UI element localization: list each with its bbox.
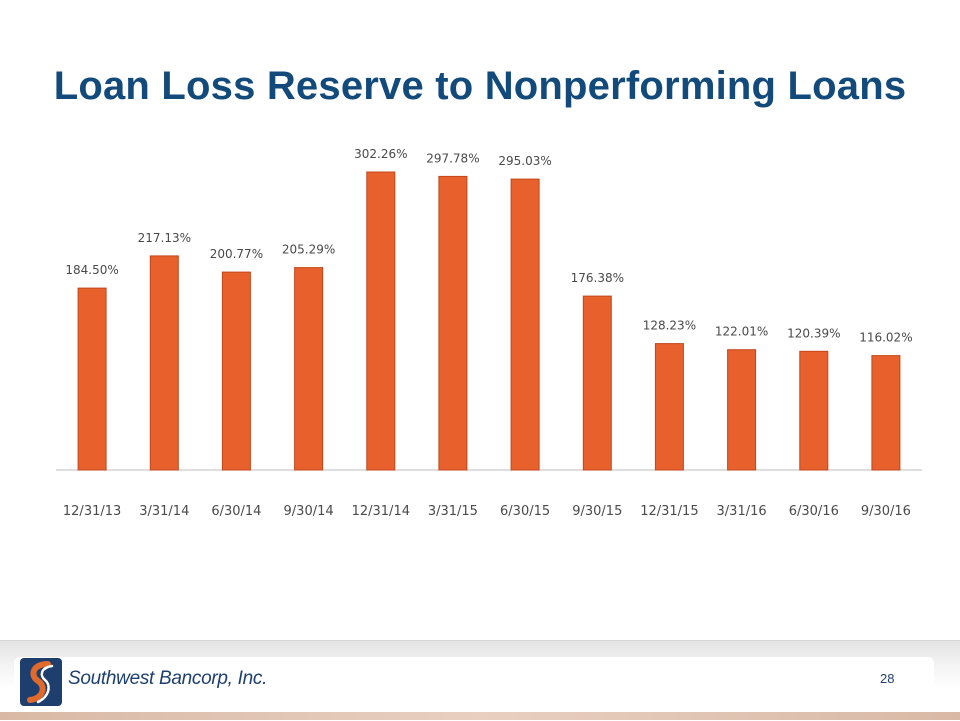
data-label: 184.50%: [65, 263, 118, 277]
data-label: 176.38%: [571, 271, 624, 285]
x-tick-label: 3/31/14: [139, 504, 189, 519]
data-label: 200.77%: [210, 247, 263, 261]
bar-3/31/16: [727, 349, 757, 471]
x-tick-label: 6/30/16: [789, 504, 839, 519]
x-tick-label: 6/30/15: [500, 504, 550, 519]
data-label: 217.13%: [138, 231, 191, 245]
bar-6/30/14: [221, 271, 251, 471]
company-logo-icon: [20, 658, 62, 706]
data-label: 297.78%: [426, 151, 479, 165]
bar-6/30/16: [799, 350, 829, 471]
bar-9/30/15: [582, 295, 612, 471]
bar-3/31/15: [438, 175, 468, 471]
bar-6/30/15: [510, 178, 540, 471]
data-label: 295.03%: [498, 154, 551, 168]
x-tick-label: 3/31/16: [717, 504, 767, 519]
x-tick-label: 3/31/15: [428, 504, 478, 519]
footer-accent-bar: [0, 712, 960, 720]
bar-chart: 184.50% 217.13% 200.77% 205.29% 302.26% 297.7…: [56, 147, 922, 519]
x-tick-label: 6/30/14: [211, 504, 261, 519]
data-label: 120.39%: [787, 326, 840, 340]
data-label: 302.26%: [354, 147, 407, 161]
data-label: 128.23%: [643, 319, 696, 333]
x-tick-label: 9/30/16: [861, 504, 911, 519]
slide-title: Loan Loss Reserve to Nonperforming Loans: [53, 64, 907, 108]
bar-9/30/14: [294, 267, 324, 471]
x-tick-label: 9/30/14: [284, 504, 334, 519]
data-label: 205.29%: [282, 243, 335, 257]
x-tick-label: 12/31/13: [63, 504, 121, 519]
footer-panel: [14, 657, 934, 709]
bar-12/31/14: [366, 171, 396, 471]
data-label: 116.02%: [859, 331, 912, 345]
bar-3/31/14: [149, 255, 179, 471]
company-name: Southwest Bancorp, Inc.: [68, 668, 268, 689]
page-number: 28: [880, 671, 895, 686]
footer: [0, 640, 960, 721]
bar-12/31/15: [654, 343, 684, 471]
data-label: 122.01%: [715, 325, 768, 339]
x-tick-label: 12/31/14: [352, 504, 410, 519]
x-tick-label: 9/30/15: [572, 504, 622, 519]
bar-9/30/16: [871, 355, 901, 471]
bar-12/31/13: [77, 287, 107, 471]
x-tick-label: 12/31/15: [640, 504, 698, 519]
